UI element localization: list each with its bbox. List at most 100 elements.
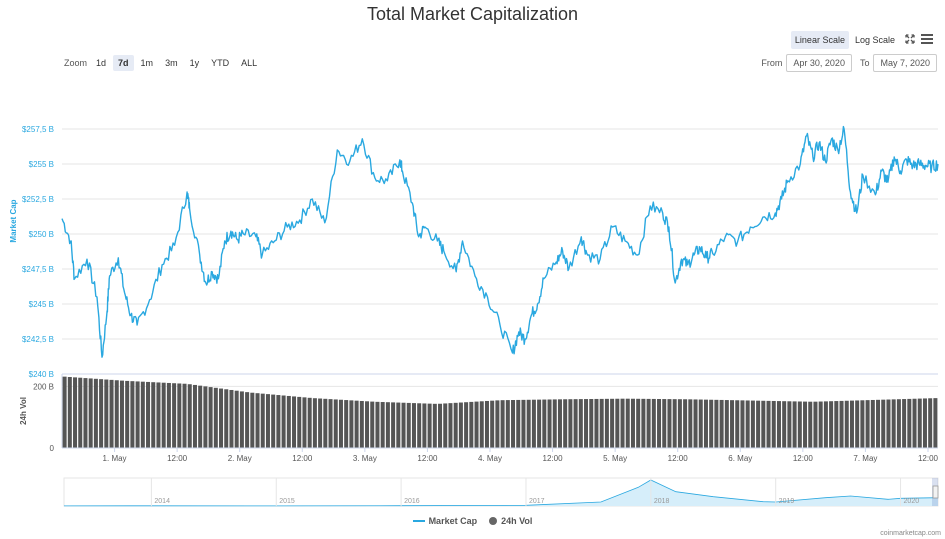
zoom-1d-button[interactable]: 1d <box>96 58 107 68</box>
volume-bar <box>172 383 177 448</box>
volume-bar <box>78 377 83 448</box>
volume-bar <box>88 378 93 448</box>
volume-bar <box>797 401 802 448</box>
volume-bar <box>443 403 448 448</box>
volume-bar <box>917 398 922 448</box>
volume-bars <box>62 376 938 448</box>
volume-bar <box>119 380 124 448</box>
volume-bar <box>891 399 896 448</box>
volume-bar <box>365 401 370 448</box>
volume-bar <box>620 398 625 448</box>
navigator-area <box>64 480 938 506</box>
legend-24h-vol[interactable]: 24h Vol <box>489 516 532 526</box>
volume-bar <box>683 399 688 448</box>
volume-bar <box>500 400 505 448</box>
volume-bar <box>391 402 396 448</box>
volume-bar <box>844 400 849 448</box>
volume-bar <box>693 399 698 448</box>
linear-scale-button[interactable]: Linear Scale <box>790 31 849 49</box>
volume-bar <box>855 400 860 448</box>
volume-bar <box>490 400 495 448</box>
volume-bar <box>573 399 578 448</box>
volume-bar <box>776 401 781 448</box>
volume-bar <box>589 399 594 448</box>
volume-bar <box>156 382 161 448</box>
volume-bar <box>250 392 255 448</box>
zoom-ytd-button[interactable]: YTD <box>211 58 230 68</box>
volume-bar <box>479 401 484 448</box>
volume-bar <box>385 402 390 448</box>
to-date-input[interactable]: May 7, 2020 <box>873 54 937 72</box>
volume-bar <box>265 394 270 448</box>
line-swatch-icon <box>412 520 425 522</box>
price-tick-label: $255 B <box>29 160 54 169</box>
credit[interactable]: coinmarketcap.com <box>880 530 941 537</box>
navigator-tick-label: 2017 <box>529 498 545 505</box>
navigator-tick-label: 2018 <box>654 498 670 505</box>
volume-bar <box>474 401 479 448</box>
volume-bar <box>260 393 265 448</box>
legend-market-cap[interactable]: Market Cap <box>412 516 477 526</box>
volume-bar <box>234 390 239 448</box>
volume-bar <box>130 381 135 448</box>
volume-bar <box>370 401 375 448</box>
navigator-tick-label: 2020 <box>904 498 920 505</box>
volume-bar <box>192 384 197 448</box>
volume-bar <box>928 398 933 448</box>
volume-bar <box>198 385 203 448</box>
price-tick-label: $242,5 B <box>22 335 54 344</box>
volume-bar <box>166 382 171 448</box>
volume-bar <box>438 403 443 448</box>
market-cap-line <box>61 125 939 358</box>
navigator-tick-label: 2015 <box>279 498 295 505</box>
volume-bar <box>396 402 401 448</box>
volume-bar <box>698 399 703 448</box>
volume-bar <box>67 377 72 448</box>
volume-bar <box>557 399 562 448</box>
volume-bar <box>563 399 568 448</box>
volume-bar <box>318 398 323 448</box>
volume-bar <box>829 401 834 448</box>
volume-bar <box>375 401 380 448</box>
volume-bar <box>766 400 771 448</box>
volume-bar <box>203 386 208 448</box>
volume-bar <box>547 399 552 448</box>
fullscreen-icon[interactable] <box>905 33 915 47</box>
volume-bar <box>672 399 677 448</box>
volume-bar <box>610 398 615 448</box>
volume-bar <box>135 381 140 448</box>
zoom-1m-button[interactable]: 1m <box>140 58 154 68</box>
zoom-1y-button[interactable]: 1y <box>189 58 200 68</box>
from-date-input[interactable]: Apr 30, 2020 <box>786 54 852 72</box>
volume-bar <box>151 382 156 448</box>
volume-bar <box>344 400 349 448</box>
navigator-handle[interactable] <box>932 485 939 499</box>
volume-bar <box>182 383 187 448</box>
price-tick-label: $245 B <box>29 300 54 309</box>
volume-bar <box>646 398 651 448</box>
volume-bar <box>245 392 250 448</box>
menu-icon[interactable] <box>921 33 933 47</box>
volume-bar <box>870 399 875 448</box>
zoom-3m-button[interactable]: 3m <box>165 58 178 68</box>
log-scale-button[interactable]: Log Scale <box>854 35 895 45</box>
volume-bar <box>432 403 437 448</box>
volume-bar <box>208 387 213 448</box>
volume-bar <box>333 399 338 448</box>
volume-bar <box>62 376 67 448</box>
x-tick-label: 2. May <box>228 454 252 463</box>
volume-bar <box>458 402 463 448</box>
volume-bar <box>109 379 114 448</box>
volume-bar <box>177 383 182 448</box>
volume-bar <box>516 399 521 448</box>
volume-bar <box>709 399 714 448</box>
volume-bar <box>876 399 881 448</box>
zoom-all-button[interactable]: ALL <box>241 58 258 68</box>
zoom-7d-button[interactable]: 7d <box>113 55 134 71</box>
volume-bar <box>896 399 901 448</box>
volume-bar <box>834 401 839 448</box>
volume-bar <box>578 399 583 448</box>
volume-bar <box>552 399 557 448</box>
volume-bar <box>782 401 787 448</box>
